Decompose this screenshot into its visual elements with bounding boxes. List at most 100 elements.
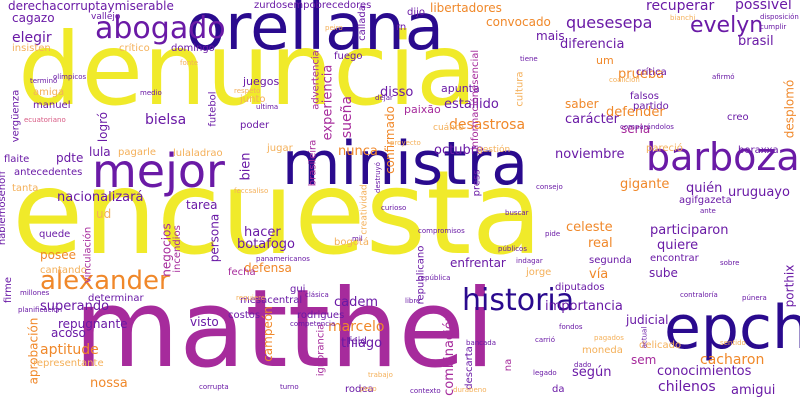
word-fonte: fonte xyxy=(180,59,199,67)
word-evelyn: evelyn xyxy=(690,13,764,38)
word-comparándolos: comparándolos xyxy=(620,123,674,131)
word-millones: millones xyxy=(20,289,50,297)
word-incendios: incendios xyxy=(171,225,183,273)
word-domingo: domingo xyxy=(171,43,215,54)
word-fuego: fuego xyxy=(334,51,363,62)
word-flaite: flaite xyxy=(4,154,30,165)
word-corrupta: corrupta xyxy=(199,383,229,391)
word-abogado: abogado xyxy=(95,11,226,46)
word-press: press xyxy=(471,169,483,197)
word-campeón: campeón xyxy=(260,306,275,362)
word-actual: actual xyxy=(640,326,649,349)
word-orellana: orellana xyxy=(186,0,444,65)
word-ministra: ministra xyxy=(282,129,529,199)
word-barboza: barboza xyxy=(646,135,800,179)
word-recuperar: recuperar xyxy=(646,0,715,14)
word-libre: libre xyxy=(405,297,421,305)
word-ignorancia: ignorancia xyxy=(315,323,327,377)
word-conocimientos: conocimientos xyxy=(657,364,752,379)
word-curioso: curioso xyxy=(381,204,407,212)
word-cuánto: cuánto xyxy=(433,123,464,133)
word-compromisos: compromisos xyxy=(418,227,465,235)
word-peso: peso xyxy=(360,385,377,393)
word-cantando: cantando xyxy=(40,265,87,276)
word-requiere: requiere xyxy=(236,294,266,302)
word-prueba: prueba xyxy=(618,67,665,82)
word-púnera: púnera xyxy=(742,294,767,302)
word-bogotá: bogotá xyxy=(334,237,369,248)
word-paixão: paixão xyxy=(404,103,441,116)
word-vallejo: vallejo xyxy=(91,12,121,22)
word-consejo: consejo xyxy=(536,183,563,191)
word-disso: disso xyxy=(380,85,414,100)
word-informaciónesencial: informaciónesencial xyxy=(470,49,482,151)
word-mejor: mejor xyxy=(92,144,225,198)
word-cagazo: cagazo xyxy=(12,11,55,25)
word-delicado: delicado xyxy=(639,340,682,351)
word-pareció: pareció xyxy=(646,143,683,154)
word-chilenos: chilenos xyxy=(658,379,716,395)
word-lula: lula xyxy=(89,145,111,159)
word-dado: dado xyxy=(574,361,592,369)
word-disposición: disposición xyxy=(760,13,799,21)
word-pagados: pagados xyxy=(594,334,624,342)
word-indagar: indagar xyxy=(516,257,543,265)
word-mais: mais xyxy=(536,29,565,43)
word-bien: bien xyxy=(238,152,254,181)
word-gui: gui xyxy=(290,284,306,295)
word-fecha: fecha xyxy=(228,267,256,278)
word-saber: saber xyxy=(565,97,599,111)
word-nunca: nunca xyxy=(338,144,378,159)
word-contraloría: contraloría xyxy=(680,291,718,299)
word-futebol: futebol xyxy=(207,91,219,127)
word-turno: turno xyxy=(280,383,299,391)
word-lulaladrao: lulaladrao xyxy=(173,148,223,159)
word-proyecto: proyecto xyxy=(390,139,421,147)
word-elegir: elegir xyxy=(12,30,52,46)
word-convocado: convocado xyxy=(486,15,551,29)
word-da: da xyxy=(552,384,565,395)
word-historia: historia xyxy=(462,283,575,318)
word-persona: persona xyxy=(207,213,222,263)
word-ante: ante xyxy=(700,207,716,215)
word-desplomó: desplomó xyxy=(782,79,797,139)
word-alexander: alexander xyxy=(40,266,170,296)
word-libertadores: libertadores xyxy=(430,1,502,15)
word-brasil: brasil xyxy=(738,34,774,49)
word-encontrar: encontrar xyxy=(650,253,699,264)
word-ultima: ultima xyxy=(256,103,279,111)
word-defender: defender xyxy=(606,105,665,120)
word-hablemosenoff: hablemosenoff xyxy=(0,170,9,246)
word-estallido: estallido xyxy=(444,97,499,112)
word-real: real xyxy=(588,236,613,251)
word-legado: legado xyxy=(533,369,557,377)
word-bancada: bancada xyxy=(466,339,497,347)
word-según: según xyxy=(572,365,612,380)
word-tanta: tanta xyxy=(12,183,39,194)
word-cadem: cadem xyxy=(334,295,379,310)
word-junto: junto xyxy=(240,94,266,105)
word-segunda: segunda xyxy=(589,255,632,266)
word-combinación: combinación xyxy=(441,313,457,396)
word-costos: costos xyxy=(228,310,261,321)
word-vinculación: vinculación xyxy=(82,226,94,284)
word-sueña: sueña xyxy=(339,95,356,139)
word-peiro: peiro xyxy=(325,24,343,32)
word-visto: visto xyxy=(190,315,219,329)
word-hacer: hacer xyxy=(244,225,281,240)
word-creo: creo xyxy=(727,112,749,123)
word-participaron: participaron xyxy=(650,223,729,238)
word-terminó: terminó xyxy=(30,77,58,85)
word-pdte: pdte xyxy=(56,151,84,165)
word-judicial: judicial xyxy=(626,313,669,327)
word-logró: logró xyxy=(96,111,111,143)
word-celeste: celeste xyxy=(566,220,613,235)
word-creatividad: creatividad xyxy=(359,184,370,235)
word-ud: ud xyxy=(96,207,112,221)
word-poder: poder xyxy=(240,120,270,131)
word-octubre: octubre xyxy=(434,143,484,158)
word-juegos: juegos xyxy=(243,75,280,88)
word-advertencia: advertencia xyxy=(310,50,322,110)
word-na: na xyxy=(503,358,515,372)
